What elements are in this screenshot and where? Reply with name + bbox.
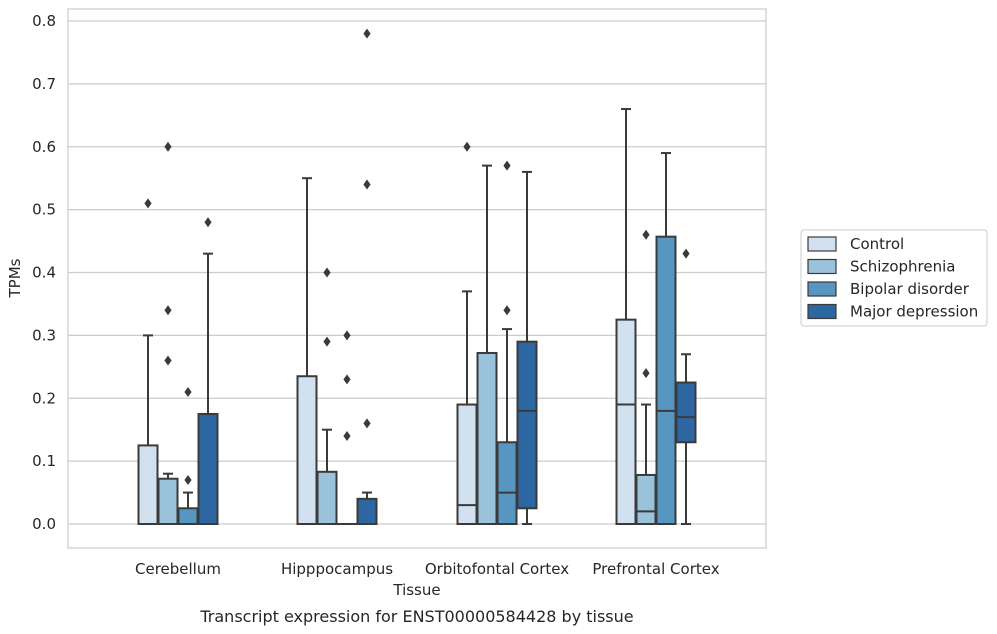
outlier-point	[463, 141, 471, 152]
outlier-point	[164, 355, 172, 366]
outlier-point	[642, 229, 650, 240]
box	[675, 381, 697, 444]
y-tick-label: 0.7	[32, 75, 56, 93]
box	[516, 340, 538, 510]
outlier-point	[323, 336, 331, 347]
outlier-point	[184, 386, 192, 397]
box	[316, 470, 338, 525]
outlier-point	[343, 430, 351, 441]
y-axis-ticks: 0.0 0.1 0.2 0.3 0.4 0.5 0.6 0.7 0.8	[32, 12, 56, 533]
outlier-point	[363, 418, 371, 429]
gridlines	[68, 20, 766, 525]
legend-swatch	[807, 258, 837, 275]
box	[635, 473, 657, 525]
box	[296, 375, 318, 525]
box	[476, 351, 498, 526]
x-tick-label: Cerebellum	[135, 560, 221, 578]
box	[356, 497, 378, 526]
legend-swatch	[807, 303, 837, 320]
x-tick-label: Prefrontal Cortex	[592, 560, 719, 578]
outlier-point	[503, 305, 511, 316]
outlier-point	[343, 374, 351, 385]
x-axis-title: Tissue	[392, 581, 440, 599]
y-tick-label: 0.2	[32, 389, 56, 407]
box	[615, 318, 637, 525]
y-axis-title: TPMs	[6, 258, 24, 298]
legend-swatch	[807, 236, 837, 252]
outlier-point	[164, 305, 172, 316]
outlier-point	[363, 28, 371, 39]
legend-label: Control	[850, 235, 904, 253]
box-series-group	[137, 28, 697, 526]
y-tick-label: 0.6	[32, 138, 56, 156]
y-tick-label: 0.5	[32, 201, 56, 219]
outlier-point	[503, 160, 511, 171]
outlier-point	[323, 267, 331, 278]
x-tick-label: Hipppocampus	[281, 560, 393, 578]
y-tick-label: 0.0	[32, 515, 56, 533]
outlier-point	[184, 474, 192, 485]
box	[177, 507, 199, 525]
legend: Control Schizophrenia Bipolar disorder Majo…	[800, 229, 988, 327]
outlier-point	[144, 198, 152, 209]
legend-label: Schizophrenia	[850, 258, 955, 276]
outlier-point	[204, 217, 212, 228]
x-tick-label: Orbitofontal Cortex	[425, 560, 569, 578]
outlier-point	[343, 330, 351, 341]
box	[157, 477, 179, 526]
box	[197, 412, 219, 525]
y-tick-label: 0.4	[32, 264, 56, 282]
legend-swatch	[807, 281, 837, 297]
outlier-point	[682, 248, 690, 259]
y-tick-label: 0.3	[32, 326, 56, 344]
legend-label: Major depression	[850, 303, 978, 321]
outlier-point	[642, 368, 650, 379]
chart-caption: Transcript expression for ENST0000058442…	[199, 607, 633, 626]
outlier-point	[164, 141, 172, 152]
outlier-point	[363, 179, 371, 190]
x-axis-ticks: Cerebellum Hipppocampus Orbitofontal Corte…	[135, 560, 720, 578]
box	[137, 444, 159, 525]
legend-frame	[800, 229, 988, 327]
y-tick-label: 0.1	[32, 452, 56, 470]
legend-label: Bipolar disorder	[850, 280, 970, 298]
box	[655, 235, 677, 525]
plot-area-frame	[67, 8, 767, 549]
y-tick-label: 0.8	[32, 12, 56, 30]
box	[496, 441, 518, 526]
